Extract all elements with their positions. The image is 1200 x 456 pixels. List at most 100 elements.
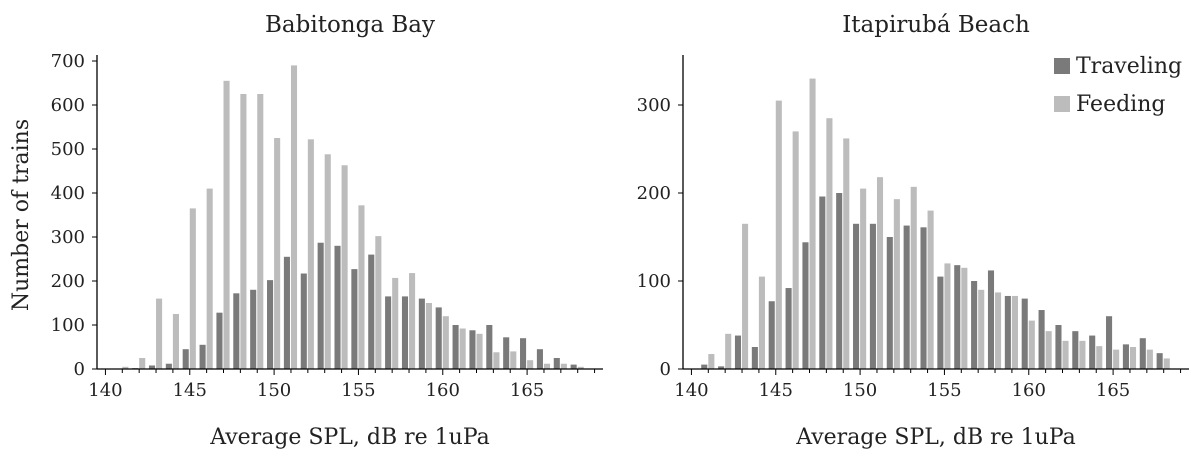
bar-traveling-143 bbox=[734, 335, 742, 369]
y-tick-label: 400 bbox=[51, 183, 85, 204]
bar-traveling-165 bbox=[520, 338, 527, 369]
bar-feeding-163 bbox=[1079, 340, 1086, 369]
legend-label-traveling: Traveling bbox=[1076, 54, 1182, 79]
bar-traveling-166 bbox=[1122, 344, 1129, 369]
bar-feeding-164 bbox=[1096, 346, 1103, 369]
bar-traveling-155 bbox=[351, 269, 358, 369]
bar-feeding-161 bbox=[1045, 331, 1052, 369]
x-axis-label: Average SPL, dB re 1uPa bbox=[209, 425, 490, 450]
bar-traveling-162 bbox=[469, 330, 476, 369]
y-tick-label: 100 bbox=[637, 271, 671, 292]
bar-feeding-142 bbox=[139, 358, 146, 369]
x-tick-label: 145 bbox=[173, 380, 207, 401]
chart-title: Babitonga Bay bbox=[265, 12, 435, 38]
bar-traveling-150 bbox=[267, 280, 274, 369]
bar-traveling-159 bbox=[418, 298, 425, 369]
bar-traveling-167 bbox=[1139, 338, 1146, 369]
bar-traveling-149 bbox=[836, 193, 843, 369]
y-tick-label: 200 bbox=[51, 271, 85, 292]
y-tick-label: 500 bbox=[51, 139, 85, 160]
bar-traveling-159 bbox=[1004, 295, 1011, 369]
bar-feeding-159 bbox=[425, 303, 432, 369]
legend-swatch-traveling bbox=[1054, 58, 1070, 74]
bar-traveling-147 bbox=[216, 312, 223, 369]
y-axis-label: Number of trains bbox=[9, 119, 34, 311]
x-tick-label: 140 bbox=[674, 380, 708, 401]
bar-feeding-154 bbox=[341, 165, 348, 369]
x-tick-label: 165 bbox=[510, 380, 544, 401]
bar-feeding-165 bbox=[1113, 349, 1120, 369]
bar-traveling-151 bbox=[283, 256, 290, 369]
bar-traveling-146 bbox=[785, 288, 792, 369]
bar-feeding-151 bbox=[290, 65, 298, 370]
bar-feeding-144 bbox=[172, 314, 179, 369]
bar-feeding-156 bbox=[375, 236, 382, 369]
bar-feeding-147 bbox=[223, 80, 230, 370]
bar-feeding-141 bbox=[122, 366, 129, 369]
bar-feeding-167 bbox=[560, 363, 567, 369]
bar-traveling-154 bbox=[920, 227, 927, 369]
chart-title: Itapirubá Beach bbox=[842, 12, 1030, 38]
bar-feeding-168 bbox=[577, 366, 584, 369]
bar-traveling-161 bbox=[452, 325, 459, 369]
bar-feeding-157 bbox=[392, 277, 399, 369]
x-axis-label: Average SPL, dB re 1uPa bbox=[795, 425, 1076, 450]
bar-feeding-157 bbox=[978, 289, 985, 369]
x-tick-label: 145 bbox=[759, 380, 793, 401]
bar-traveling-160 bbox=[435, 307, 442, 369]
bar-traveling-163 bbox=[486, 325, 493, 369]
bar-feeding-144 bbox=[758, 276, 765, 369]
bar-feeding-150 bbox=[274, 138, 281, 369]
bar-traveling-161 bbox=[1038, 310, 1045, 369]
bar-feeding-165 bbox=[527, 360, 534, 369]
x-tick-label: 165 bbox=[1096, 380, 1130, 401]
bar-feeding-149 bbox=[843, 138, 850, 369]
bar-traveling-147 bbox=[802, 242, 809, 369]
bar-traveling-151 bbox=[869, 223, 876, 369]
bar-traveling-158 bbox=[401, 296, 409, 369]
bar-traveling-168 bbox=[570, 364, 577, 369]
bar-traveling-142 bbox=[718, 366, 725, 369]
x-tick-label: 160 bbox=[426, 380, 460, 401]
bar-traveling-160 bbox=[1021, 298, 1028, 369]
bar-traveling-165 bbox=[1106, 316, 1113, 369]
bar-traveling-156 bbox=[954, 265, 961, 369]
bar-traveling-143 bbox=[148, 365, 156, 369]
bar-feeding-158 bbox=[409, 273, 416, 369]
bar-feeding-162 bbox=[476, 333, 483, 369]
chart-panel-1: Babitonga Bay 140 145 150 155 160 165 0 100 200 30… bbox=[9, 12, 603, 450]
bar-feeding-150 bbox=[860, 188, 867, 369]
y-tick-label: 200 bbox=[637, 183, 671, 204]
bar-feeding-159 bbox=[1011, 295, 1018, 369]
bar-traveling-155 bbox=[937, 276, 944, 369]
bar-feeding-153 bbox=[910, 186, 917, 369]
bar-feeding-156 bbox=[961, 267, 968, 369]
bar-feeding-160 bbox=[1028, 320, 1035, 369]
bar-feeding-142 bbox=[725, 333, 732, 369]
x-tick-label: 160 bbox=[1012, 380, 1046, 401]
bar-feeding-164 bbox=[510, 351, 517, 369]
bar-traveling-150 bbox=[853, 223, 860, 369]
bar-feeding-145 bbox=[189, 208, 196, 369]
legend-label-feeding: Feeding bbox=[1076, 92, 1165, 117]
bar-traveling-144 bbox=[165, 363, 172, 369]
bar-traveling-153 bbox=[317, 242, 324, 369]
bar-feeding-146 bbox=[792, 131, 799, 369]
bar-feeding-160 bbox=[442, 316, 449, 369]
bar-traveling-164 bbox=[1089, 335, 1096, 369]
bar-feeding-167 bbox=[1146, 349, 1153, 369]
bar-feeding-148 bbox=[826, 118, 833, 369]
bar-traveling-158 bbox=[987, 270, 995, 369]
x-tick-label: 155 bbox=[341, 380, 375, 401]
bar-feeding-149 bbox=[257, 94, 264, 369]
bar-traveling-148 bbox=[233, 293, 240, 369]
bar-traveling-141 bbox=[701, 364, 708, 369]
bar-feeding-158 bbox=[995, 292, 1002, 369]
bar-feeding-162 bbox=[1062, 340, 1069, 369]
bar-traveling-144 bbox=[751, 347, 758, 369]
x-tick-label: 150 bbox=[843, 380, 877, 401]
y-tick-label: 300 bbox=[637, 95, 671, 116]
bar-traveling-156 bbox=[368, 254, 375, 369]
